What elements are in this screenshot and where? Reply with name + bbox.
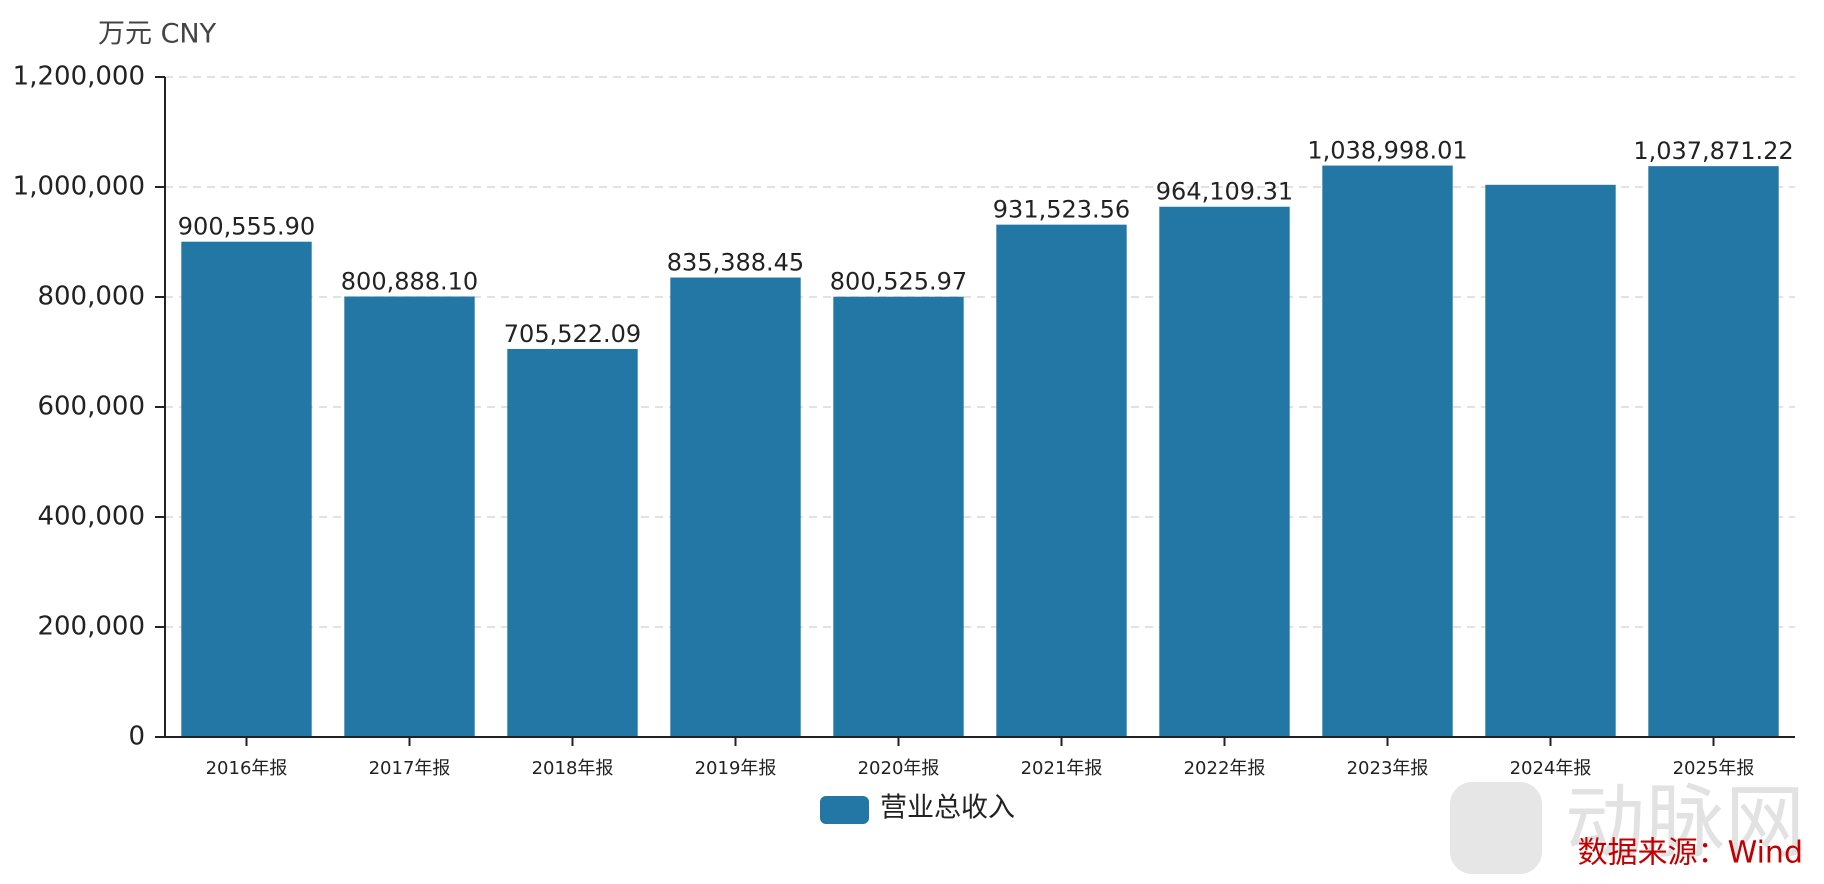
x-tick-label: 2021年报 xyxy=(1021,758,1103,779)
bar xyxy=(181,241,312,737)
y-tick-label: 400,000 xyxy=(37,502,145,532)
y-tick-label: 1,000,000 xyxy=(13,172,145,202)
x-tick-label: 2016年报 xyxy=(206,758,288,779)
value-label: 900,555.90 xyxy=(178,213,315,241)
y-tick-label: 1,200,000 xyxy=(13,62,145,92)
bar xyxy=(1485,184,1616,738)
x-tick-label: 2022年报 xyxy=(1184,758,1266,779)
value-label: 705,522.09 xyxy=(504,320,641,348)
unit-label: 万元 CNY xyxy=(98,19,217,50)
bar xyxy=(1648,166,1779,737)
value-label: 964,109.31 xyxy=(1156,178,1293,206)
watermark-logo xyxy=(1450,782,1542,874)
x-tick-label: 2019年报 xyxy=(695,758,777,779)
bar xyxy=(670,277,801,737)
y-tick-label: 600,000 xyxy=(37,392,145,422)
bar xyxy=(996,224,1127,737)
value-label: 1,037,871.22 xyxy=(1633,137,1793,165)
value-label: 800,525.97 xyxy=(830,268,967,296)
value-label: 800,888.10 xyxy=(341,268,478,296)
value-label: 1,038,998.01 xyxy=(1307,137,1467,165)
y-tick-label: 800,000 xyxy=(37,282,145,312)
value-label: 835,388.45 xyxy=(667,249,804,277)
x-tick-label: 2017年报 xyxy=(369,758,451,779)
value-label: 931,523.56 xyxy=(993,196,1130,224)
bar xyxy=(1322,165,1453,738)
x-tick-label: 2023年报 xyxy=(1347,758,1429,779)
bar xyxy=(1159,206,1290,738)
bar xyxy=(344,296,475,737)
legend-swatch xyxy=(820,796,869,824)
x-tick-label: 2025年报 xyxy=(1673,758,1755,779)
x-tick-label: 2024年报 xyxy=(1510,758,1592,779)
bar xyxy=(833,296,964,737)
y-tick-label: 0 xyxy=(128,722,145,752)
watermark: 动脉网 xyxy=(1565,776,1805,869)
x-tick-label: 2020年报 xyxy=(858,758,940,779)
source: 数据来源：Wind xyxy=(1578,836,1803,871)
y-tick-label: 200,000 xyxy=(37,612,145,642)
bar xyxy=(507,348,638,737)
legend-label: 营业总收入 xyxy=(880,793,1015,824)
x-tick-label: 2018年报 xyxy=(532,758,614,779)
